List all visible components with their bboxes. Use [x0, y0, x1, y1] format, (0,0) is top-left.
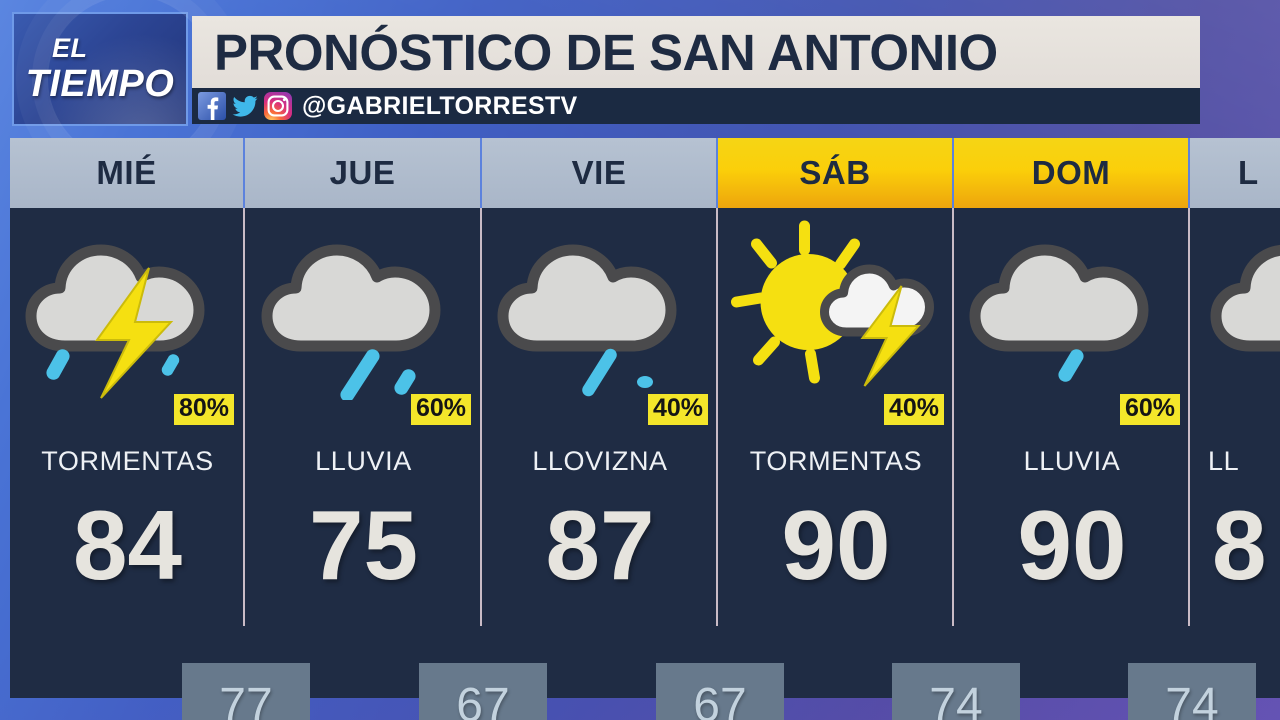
- precip-badge: 60%: [1120, 394, 1181, 425]
- sun-thunderstorm-icon: [731, 220, 934, 387]
- social-handle-text: @GABRIELTORRESTV: [302, 91, 578, 120]
- low-temp-box: 67: [419, 663, 547, 720]
- low-temp: 67: [693, 679, 747, 720]
- forecast-column-4[interactable]: 60% LLUVIA 90 74: [954, 208, 1256, 720]
- condition-label: LLOVIZNA: [532, 446, 668, 476]
- precip-badge: 40%: [884, 394, 945, 425]
- weather-icon-zone: [1190, 210, 1280, 400]
- day-header-5[interactable]: L: [1190, 138, 1280, 208]
- day-label: JUE: [329, 154, 396, 191]
- forecast-column-3[interactable]: 40% TORMENTAS 90 74: [718, 208, 1020, 720]
- day-header-1[interactable]: JUE: [245, 138, 482, 208]
- instagram-icon[interactable]: [264, 92, 292, 120]
- condition-label: TORMENTAS: [749, 446, 923, 476]
- high-temp: 90: [781, 490, 891, 600]
- day-header-2[interactable]: VIE: [482, 138, 718, 208]
- thunderstorm-icon: [25, 244, 204, 399]
- low-temp: 77: [219, 679, 273, 720]
- precip-badge: 80%: [174, 394, 235, 425]
- day-label: SÁB: [799, 154, 871, 191]
- column-divider: [952, 208, 954, 626]
- logo-line-1: EL: [52, 33, 88, 63]
- precip-badge: 60%: [411, 394, 472, 425]
- day-label: L: [1238, 154, 1259, 191]
- drizzle-icon: [497, 244, 677, 397]
- condition-label: LLUVIA: [315, 446, 412, 476]
- weather-icon-zone: [718, 210, 954, 400]
- day-label: DOM: [1031, 154, 1111, 191]
- high-temp: 75: [308, 490, 418, 600]
- weather-icon-zone: [245, 210, 482, 400]
- day-header-4[interactable]: DOM: [954, 138, 1190, 208]
- low-temp: 67: [456, 679, 510, 720]
- low-temp-box: 67: [656, 663, 784, 720]
- low-temp: 74: [1165, 679, 1219, 720]
- condition-label: LL: [1208, 446, 1240, 476]
- weather-icon-zone: [10, 210, 245, 400]
- page-title: PRONÓSTICO DE SAN ANTONIO: [214, 23, 998, 81]
- high-temp: 8: [1212, 490, 1267, 600]
- condition-label: LLUVIA: [1023, 446, 1121, 476]
- logo-line-2: TIEMPO: [25, 63, 175, 105]
- high-temp: 87: [545, 490, 655, 600]
- forecast-body-row: 80% TORMENTAS 84 77 60% LLUVIA 75 67: [10, 208, 1280, 720]
- rain-icon: [969, 244, 1149, 382]
- column-divider: [243, 208, 245, 626]
- header: EL TIEMPO PRONÓSTICO DE SAN ANTONIO: [0, 0, 1280, 164]
- precip-badge: 40%: [648, 394, 709, 425]
- twitter-icon[interactable]: [231, 92, 259, 120]
- low-temp-box: 74: [892, 663, 1020, 720]
- day-label: MIÉ: [96, 154, 157, 191]
- forecast-column-5[interactable]: LL 8: [1190, 208, 1280, 698]
- title-bar: PRONÓSTICO DE SAN ANTONIO: [192, 16, 1200, 88]
- forecast-column-1[interactable]: 60% LLUVIA 75 67: [245, 208, 547, 720]
- low-temp: 74: [929, 679, 983, 720]
- social-handle-bar: @GABRIELTORRESTV: [192, 88, 1200, 124]
- column-divider: [480, 208, 482, 626]
- rain-icon: [1210, 244, 1280, 352]
- forecast-column-0[interactable]: 80% TORMENTAS 84 77: [10, 208, 310, 720]
- day-header-3[interactable]: SÁB: [718, 138, 954, 208]
- day-header-row: MIÉ JUE VIE SÁB DOM L: [10, 138, 1280, 208]
- day-header-0[interactable]: MIÉ: [10, 138, 245, 208]
- low-temp-box: 77: [182, 663, 310, 720]
- high-temp: 84: [72, 490, 182, 600]
- rain-icon: [261, 244, 440, 400]
- weather-icon-zone: [482, 210, 718, 400]
- forecast-column-2[interactable]: 40% LLOVIZNA 87 67: [482, 208, 784, 720]
- high-temp: 90: [1017, 490, 1127, 600]
- weather-icon-zone: [954, 210, 1190, 400]
- column-divider: [716, 208, 718, 626]
- day-label: VIE: [571, 154, 627, 191]
- low-temp-box: 74: [1128, 663, 1256, 720]
- forecast-panel: MIÉ JUE VIE SÁB DOM L: [10, 138, 1280, 720]
- el-tiempo-logo: EL TIEMPO: [12, 0, 216, 164]
- condition-label: TORMENTAS: [41, 446, 214, 476]
- facebook-icon[interactable]: [198, 92, 226, 120]
- column-divider: [1188, 208, 1190, 626]
